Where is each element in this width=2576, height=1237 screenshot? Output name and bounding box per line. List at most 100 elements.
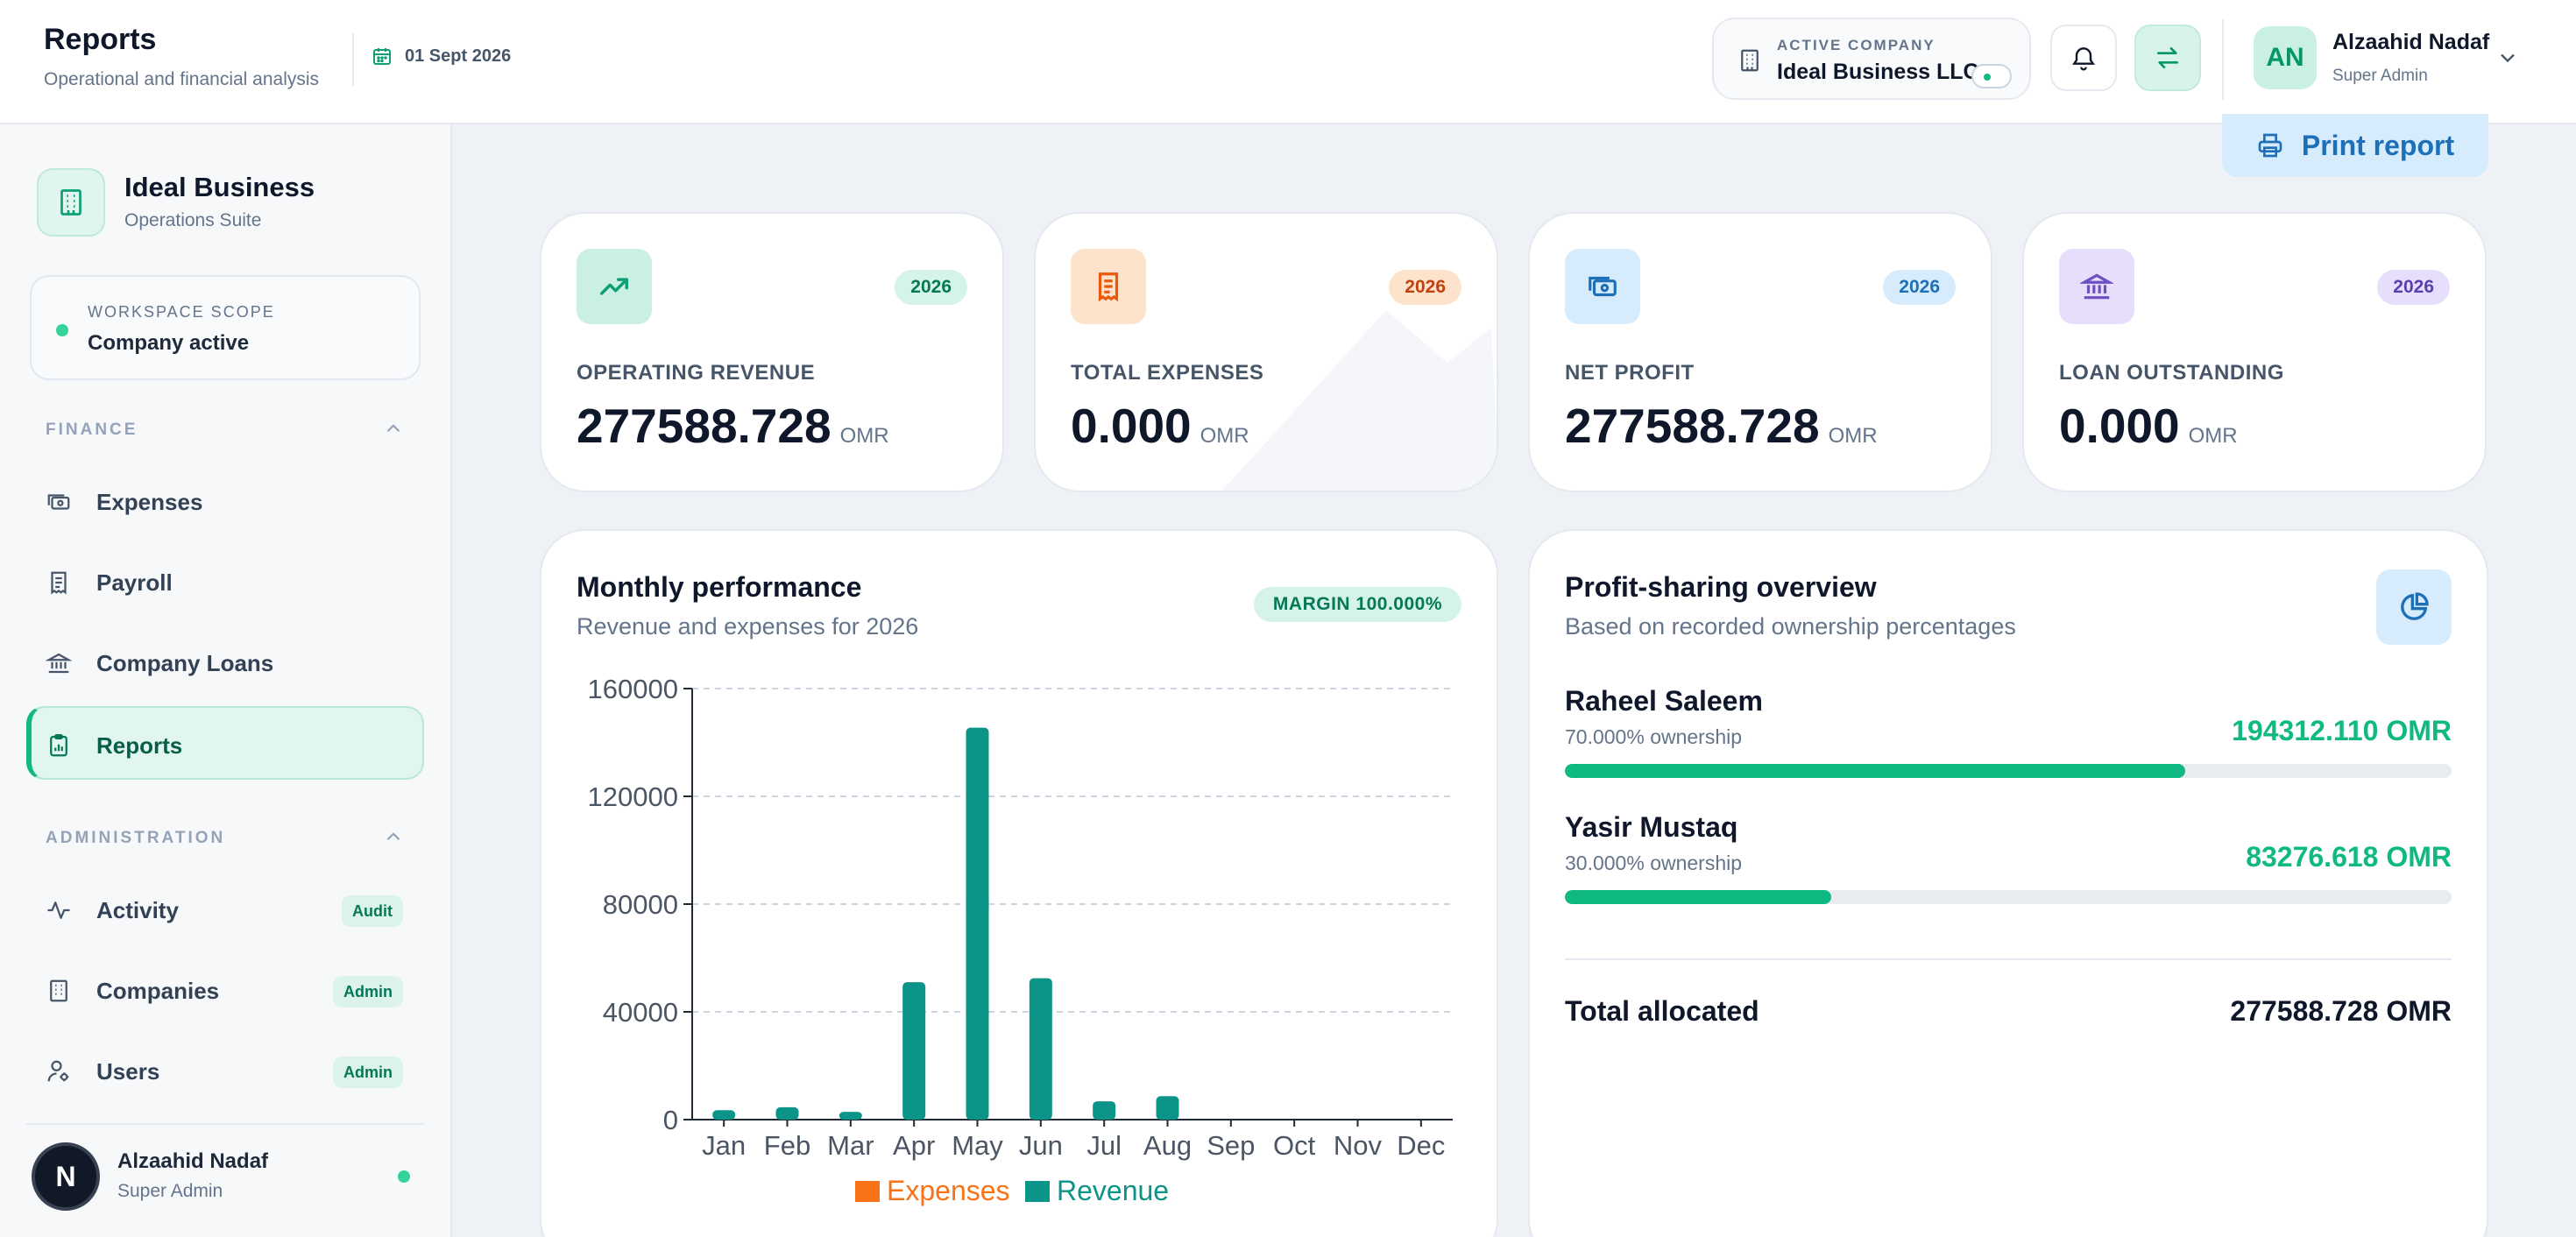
bar-revenue (839, 1112, 862, 1120)
kpi-value: 277588.728 OMR (1565, 398, 1878, 454)
workspace-scope-card: WORKSPACE SCOPE Company active (30, 275, 421, 380)
clipboard-icon (50, 734, 67, 757)
monthly-performance-card: Monthly performance Revenue and expenses… (540, 529, 1498, 1237)
kpi-label: TOTAL EXPENSES (1071, 361, 1264, 385)
sidebar-item-label: Companies (96, 978, 220, 1004)
scope-label: WORKSPACE SCOPE (88, 303, 275, 321)
card-subtitle: Based on recorded ownership percentages (1565, 613, 2016, 640)
sidebar-item-users[interactable]: Users Admin (26, 1034, 424, 1107)
user-gear-icon (47, 1060, 69, 1082)
role-badge: Admin (333, 1057, 403, 1088)
switch-company-button[interactable] (2134, 25, 2201, 91)
kpi-label: NET PROFIT (1565, 361, 1695, 385)
brand-logo (37, 168, 105, 237)
ownership-progress-fill (1565, 764, 2186, 778)
x-tick-label: Mar (827, 1130, 874, 1161)
total-allocated-value: 277588.728 OMR (2230, 995, 2452, 1027)
kpi-unit: OMR (2188, 424, 2238, 448)
partner-ownership: 30.000% ownership (1565, 852, 1743, 874)
sidebar-item-activity[interactable]: Activity Audit (26, 873, 424, 946)
active-company-selector[interactable]: ACTIVE COMPANY Ideal Business LLC (1712, 18, 2031, 100)
kpi-icon (577, 249, 652, 324)
year-badge: 2026 (1389, 270, 1461, 305)
calendar-icon (373, 48, 391, 65)
print-report-label: Print report (2301, 129, 2455, 161)
brand-name: Ideal Business (124, 172, 315, 202)
sidebar-divider (26, 1123, 424, 1125)
kpi-amount: 0.000 (1071, 399, 1192, 453)
x-tick-label: Nov (1334, 1130, 1383, 1161)
sidebar-item-expenses[interactable]: Expenses (26, 464, 424, 538)
bell-icon (2072, 47, 2095, 71)
y-tick-label: 160000 (588, 674, 678, 704)
ownership-progress-bar (1565, 764, 2452, 778)
status-dot (56, 324, 68, 336)
kpi-value: 277588.728 OMR (577, 398, 889, 454)
legend-label-revenue: Revenue (1057, 1175, 1169, 1206)
active-company-name: Ideal Business LLC (1777, 60, 1979, 84)
chevron-up-icon[interactable] (382, 417, 405, 440)
bar-revenue (712, 1110, 736, 1120)
sidebar-item-reports[interactable]: Reports (26, 706, 424, 780)
bar-revenue (902, 982, 926, 1120)
profit-sharing-card: Profit-sharing overview Based on recorde… (1528, 529, 2488, 1237)
receipt-icon (51, 571, 67, 595)
x-tick-label: Oct (1273, 1130, 1316, 1161)
bar-revenue (966, 727, 989, 1120)
bar-revenue (1093, 1101, 1116, 1120)
active-company-label: ACTIVE COMPANY (1777, 37, 1936, 53)
footer-user-role: Super Admin (117, 1181, 223, 1201)
kpi-value: 0.000 OMR (2059, 398, 2238, 454)
page-heading: Reports Operational and financial analys… (44, 23, 319, 90)
cash-icon (1589, 276, 1617, 297)
user-name[interactable]: Alzaahid Nadaf (2332, 30, 2490, 54)
footer-user-name: Alzaahid Nadaf (117, 1149, 269, 1173)
x-tick-label: Aug (1143, 1130, 1192, 1161)
brand-subtitle: Operations Suite (124, 210, 262, 230)
sidebar-item-companies[interactable]: Companies Admin (26, 953, 424, 1027)
kpi-amount: 0.000 (2059, 399, 2180, 453)
sidebar-item-label: Company Loans (96, 650, 274, 676)
top-bar: Reports Operational and financial analys… (0, 0, 2576, 124)
company-status-toggle[interactable] (1971, 64, 2012, 88)
divider (1565, 958, 2452, 960)
header-divider (2222, 19, 2224, 100)
card-title: Profit-sharing overview (1565, 571, 1877, 603)
kpi-card-operating-revenue: 2026 OPERATING REVENUE 277588.728 OMR (540, 212, 1004, 492)
x-tick-label: Jan (702, 1130, 746, 1161)
footer-avatar[interactable]: N (32, 1142, 100, 1211)
print-report-button[interactable]: Print report (2222, 114, 2488, 177)
scope-value: Company active (88, 331, 250, 355)
building-icon (1741, 49, 1759, 72)
partner-name: Yasir Mustaq (1565, 811, 1738, 843)
bar-revenue (1156, 1096, 1179, 1120)
swap-icon (2157, 47, 2178, 68)
cash-icon (47, 494, 70, 510)
date-display: 01 Sept 2026 (372, 46, 511, 67)
card-watermark (1221, 310, 1497, 491)
notifications-button[interactable] (2050, 25, 2117, 91)
kpi-label: LOAN OUTSTANDING (2059, 361, 2284, 385)
activity-icon (47, 901, 70, 919)
sidebar-item-payroll[interactable]: Payroll (26, 545, 424, 618)
kpi-amount: 277588.728 (1565, 399, 1820, 453)
kpi-label: OPERATING REVENUE (577, 361, 816, 385)
chevron-down-icon[interactable] (2495, 46, 2520, 70)
sidebar-item-company-loans[interactable]: Company Loans (26, 626, 424, 699)
pie-chart-button[interactable] (2376, 569, 2452, 645)
legend-label-expenses: Expenses (887, 1175, 1010, 1206)
user-avatar[interactable]: AN (2254, 26, 2317, 89)
legend-swatch-expenses (855, 1181, 880, 1202)
legend-swatch-revenue (1025, 1181, 1050, 1202)
ownership-progress-fill (1565, 890, 1831, 904)
bank-icon (2080, 273, 2113, 300)
section-heading-finance: FINANCE (46, 421, 138, 439)
kpi-unit: OMR (1200, 424, 1249, 448)
kpi-icon (1565, 249, 1640, 324)
role-badge: Audit (342, 895, 403, 927)
kpi-unit: OMR (1828, 424, 1878, 448)
bank-icon (46, 653, 72, 674)
y-tick-label: 0 (663, 1105, 678, 1135)
receipt-icon (1098, 272, 1119, 302)
chevron-up-icon[interactable] (382, 825, 405, 848)
